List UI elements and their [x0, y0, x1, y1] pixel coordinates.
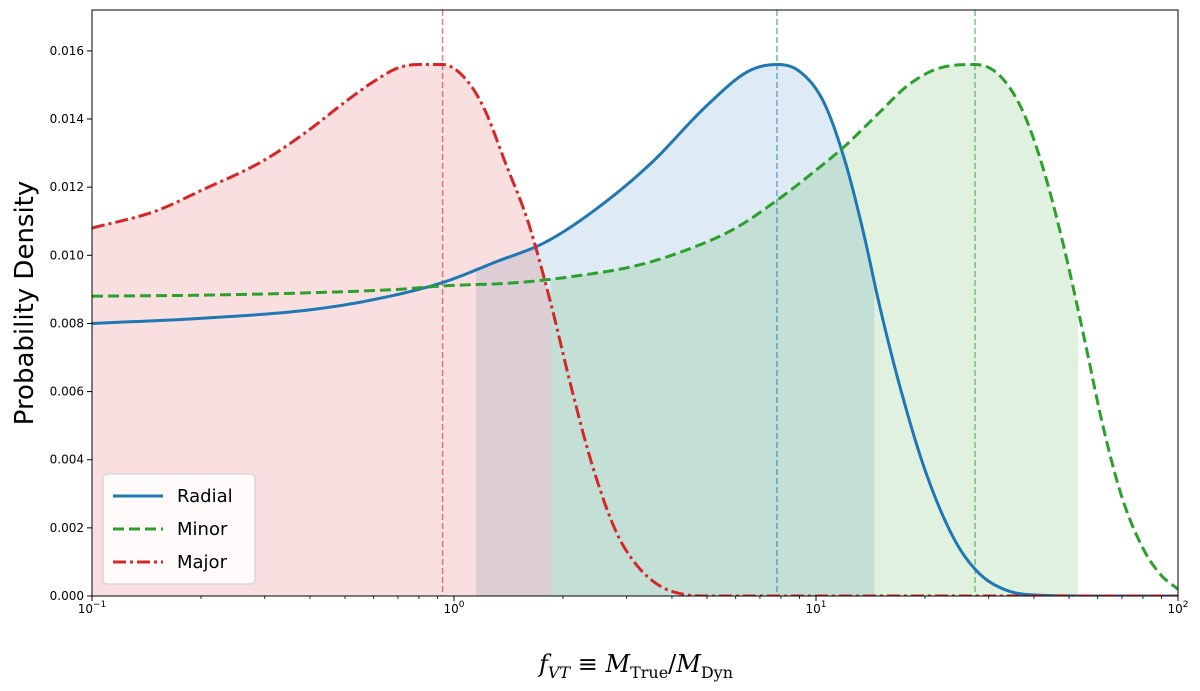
y-tick-label: 0.000	[50, 589, 84, 603]
y-tick-label: 0.002	[50, 521, 84, 535]
y-tick-label: 0.014	[50, 112, 84, 126]
x-axis-ticks: 10−1 100 101 102	[78, 596, 1189, 616]
series-line-radial	[92, 63, 1178, 596]
y-tick-label: 0.004	[50, 453, 84, 467]
shade-minor	[550, 64, 1079, 596]
y-tick-label: 0.006	[50, 385, 84, 399]
plot-frame	[91, 9, 1179, 597]
x-label-f-sub: VT	[548, 663, 572, 682]
peak-marker-lines	[441, 10, 976, 596]
x-tick-label: 10−1	[78, 600, 107, 616]
y-axis-ticks: 0.000 0.002 0.004 0.006 0.008 0.010 0.012 0.014…	[50, 44, 92, 603]
series-line-minor	[92, 63, 1178, 591]
shaded-regions	[92, 64, 1079, 596]
legend: Radial Minor Major	[102, 473, 256, 585]
shade-radial	[475, 64, 875, 596]
legend-label-radial: Radial	[177, 486, 233, 507]
y-tick-label: 0.012	[50, 180, 84, 194]
y-tick-label: 0.010	[50, 248, 84, 262]
legend-label-major: Major	[177, 552, 228, 573]
y-tick-label: 0.016	[50, 44, 84, 58]
legend-label-minor: Minor	[177, 519, 228, 540]
x-tick-label: 100	[443, 600, 464, 616]
y-axis-label: Probability Density	[10, 181, 40, 426]
y-tick-label: 0.008	[50, 316, 84, 330]
x-tick-label: 102	[1167, 600, 1188, 616]
series-line-major	[92, 63, 1178, 596]
shade-major	[92, 64, 551, 596]
x-tick-label: 101	[805, 600, 826, 616]
legend-box	[102, 473, 256, 585]
x-axis-label: fVT ≡ MTrue/MDyn	[537, 650, 733, 682]
density-curves	[92, 63, 1178, 596]
